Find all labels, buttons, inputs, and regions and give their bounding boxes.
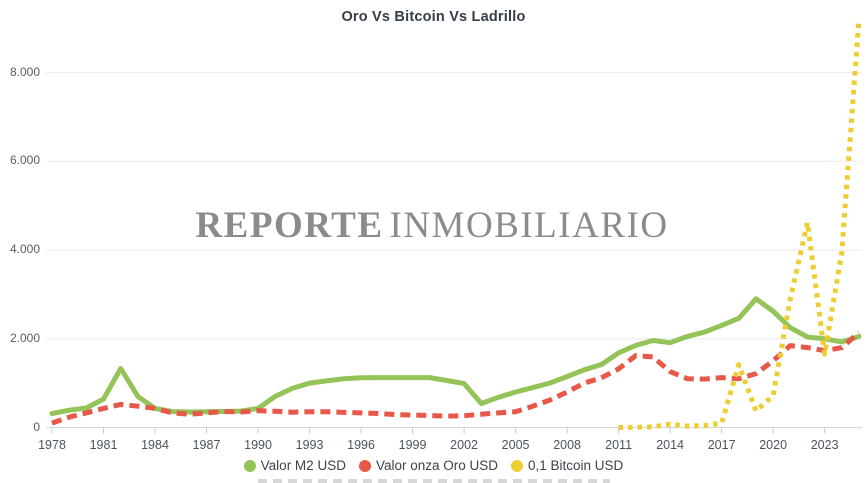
- legend-series-label: Valor onza Oro USD: [375, 458, 499, 473]
- watermark-bold: REPORTE: [195, 205, 384, 246]
- legend-series-dot-icon: [511, 459, 524, 472]
- legend-series-dot-icon: [358, 459, 371, 472]
- legend-item[interactable]: Valor onza Oro USD: [358, 458, 499, 473]
- legend-item[interactable]: 0,1 Bitcoin USD: [511, 458, 623, 473]
- legend-series-label: 0,1 Bitcoin USD: [528, 458, 624, 473]
- legend-item[interactable]: Valor M2 USD: [243, 458, 346, 473]
- legend-series-dot-icon: [243, 459, 256, 472]
- legend-series-label: Valor M2 USD: [260, 458, 346, 473]
- chart-title: Oro Vs Bitcoin Vs Ladrillo: [341, 9, 526, 25]
- clipped-row-artifact: [257, 479, 610, 483]
- watermark: REPORTE INMOBILIARIO: [195, 204, 668, 247]
- chart-legend: Valor M2 USD Valor onza Oro USD 0,1 Bitcoi…: [0, 458, 867, 473]
- watermark-regular: INMOBILIARIO: [389, 205, 669, 246]
